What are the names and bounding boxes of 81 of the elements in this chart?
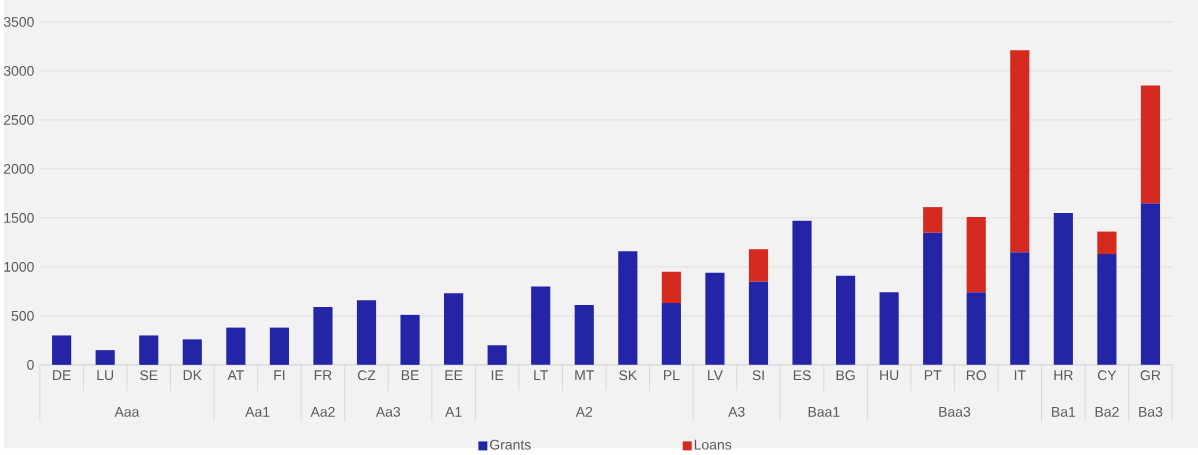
x-tick-label: CY [1097,370,1117,381]
x-tick-label: FR [314,370,332,380]
x-tick-label: SK [619,370,637,381]
x-tick-label: FI [274,370,285,380]
x-tick-label: IE [491,370,504,380]
bar [400,314,420,365]
x-tick-label: GR [1140,370,1161,381]
x-tick-label: EE [445,370,463,380]
text: Aa1 [245,407,270,417]
x-tick-label: SI [752,370,764,381]
legend-label: Grants [490,439,531,450]
text: A2 [575,406,593,417]
bar [879,292,899,365]
bar [618,251,638,365]
y-tick-label: 3500 [3,16,34,27]
bar [1097,254,1117,365]
x-tick-label: HU [880,370,899,381]
bar [574,305,594,365]
bar [487,345,507,365]
bar [661,271,681,304]
text: Ba1 [1052,407,1076,417]
y-tick-label: 0 [27,359,34,370]
x-tick-label: AT [227,370,244,380]
y-tick-label: 3000 [3,65,34,76]
legend-label: Loans [694,439,732,450]
y-tick-label: 2500 [4,114,34,125]
bar [661,303,681,365]
bar [966,292,986,365]
bar [748,281,769,365]
x-tick-label: BE [401,370,419,380]
x-tick-label: PL [663,370,680,380]
text: Baa3 [939,406,971,417]
text: Baa1 [808,407,840,417]
bar [1097,231,1117,255]
bar [444,293,464,365]
y-tick-label: 2000 [4,163,34,174]
bar [269,327,289,365]
bar [792,220,812,365]
x-tick-label: ES [793,370,811,381]
x-tick-label: HR [1054,370,1073,380]
bar [923,232,943,365]
text: Aaa [114,407,140,417]
x-tick-label: LU [97,370,114,381]
text: Ba3 [1139,406,1163,417]
bar [52,335,72,365]
text: A3 [728,406,745,417]
bar [139,335,159,365]
x-tick-label: CZ [357,370,376,381]
bar [1140,203,1161,365]
bar [966,216,986,293]
bar [182,339,202,365]
x-tick-label: LT [534,370,549,380]
x-tick-label: SE [140,370,158,381]
bar [1010,252,1030,365]
bar [226,327,246,365]
bar [748,249,769,282]
x-tick-label: RO [966,370,987,381]
bar [1010,50,1030,253]
bar [923,207,943,233]
x-tick-label: IT [1014,370,1026,380]
text: Aa3 [375,406,401,417]
x-tick-label: PT [924,370,942,380]
x-tick-label: DE [53,370,71,380]
text: Ba2 [1095,406,1119,417]
text: A1 [445,407,462,417]
y-tick-label: 1000 [4,261,34,272]
y-tick-label: 500 [11,310,34,321]
bar [356,300,377,365]
x-tick-label: DK [183,370,202,380]
bar [313,307,333,365]
bar [705,272,725,365]
x-tick-label: BG [836,370,855,381]
bar [836,275,856,365]
bar [1053,212,1073,365]
text: Aa2 [310,406,335,417]
bar [95,350,115,365]
y-tick-label: 1500 [4,212,34,223]
x-tick-label: LV [708,370,723,380]
x-tick-label: MT [575,370,595,380]
bar [531,286,551,365]
bar [1140,85,1161,204]
